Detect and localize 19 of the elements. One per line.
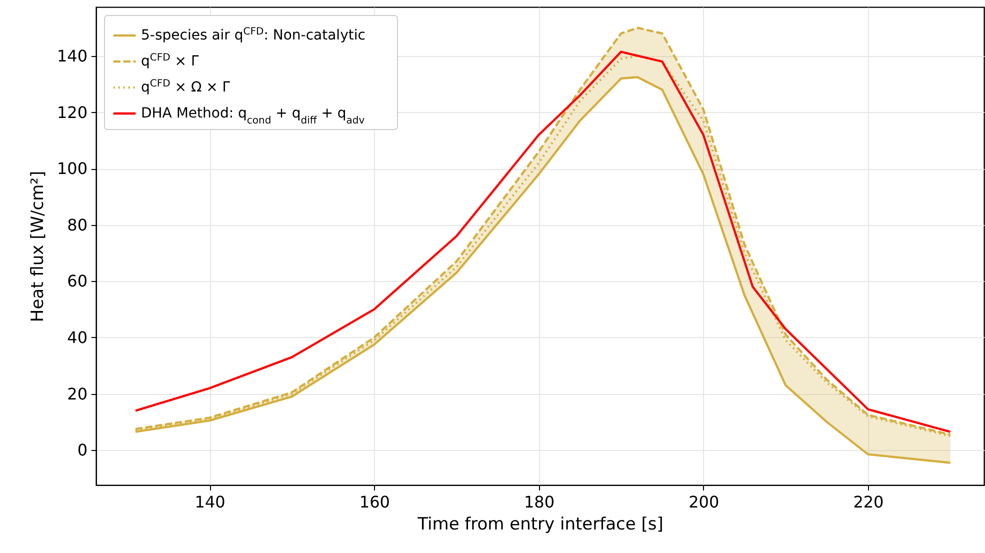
y-tick-label: 120	[56, 102, 88, 122]
y-tick-label: 20	[67, 384, 88, 404]
y-tick-label: 0	[77, 440, 88, 460]
x-tick-label: 200	[688, 492, 720, 512]
x-axis-title: Time from entry interface [s]	[416, 514, 664, 534]
legend-label: q$^{CFD}$ × Ω × Γ	[141, 78, 230, 96]
y-tick-label: 80	[67, 215, 88, 234]
y-axis-title: Heat flux [W/cm²]	[28, 170, 48, 322]
x-tick-label: 220	[853, 492, 884, 512]
legend-label: 5-species air q$^{CFD}$: Non-catalytic	[141, 26, 366, 44]
y-tick-label: 140	[56, 46, 88, 66]
y-tick-label: 40	[67, 328, 88, 347]
legend-label: q$^{CFD}$ × Γ	[141, 52, 199, 70]
x-tick-label: 160	[359, 492, 390, 512]
y-tick-label: 60	[67, 272, 88, 291]
y-tick-label: 100	[56, 159, 88, 178]
x-tick-label: 180	[524, 492, 555, 512]
legend-label: DHA Method: q$_{cond}$ + q$_{diff}$ + q$_{adv}$	[141, 106, 365, 126]
x-tick-label: 140	[194, 492, 226, 512]
